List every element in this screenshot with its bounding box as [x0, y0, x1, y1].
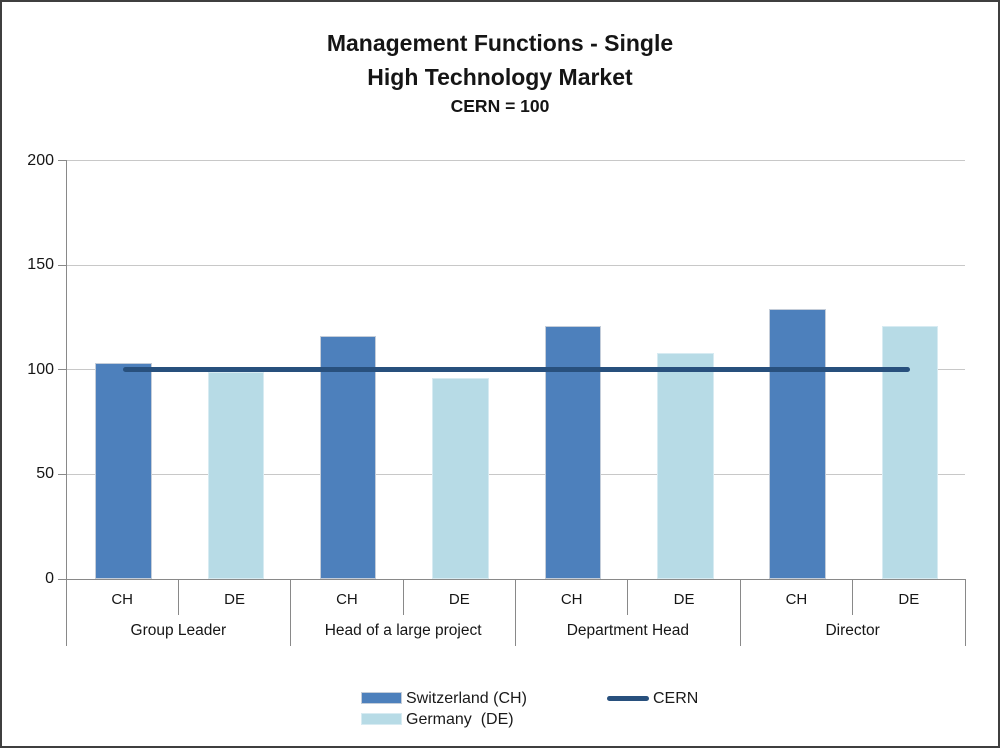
- bar-ch-3: [769, 309, 826, 579]
- x-axis-sub-label: CH: [336, 591, 358, 608]
- legend-swatch-switzerland: [361, 692, 402, 704]
- bar-de-0: [207, 371, 264, 579]
- legend-swatch-germany: [361, 713, 402, 725]
- chart-title-line1: Management Functions - Single: [326, 30, 674, 56]
- legend-swatch-cern-line: [607, 695, 649, 701]
- x-axis-sub-label: DE: [448, 591, 470, 608]
- x-axis-sub-label: CH: [560, 591, 583, 608]
- cern-reference-line: [123, 367, 910, 373]
- y-axis-tick-label: 0: [45, 570, 54, 587]
- gridline-200: [66, 160, 965, 161]
- subcategory-divider: [177, 579, 179, 615]
- chart-title-line2: High Technology Market: [367, 64, 633, 90]
- x-axis-line: [58, 578, 965, 580]
- subcategory-divider: [852, 579, 854, 615]
- x-axis-sub-label: DE: [898, 591, 920, 608]
- x-axis-sub-label: CH: [111, 591, 134, 608]
- x-axis-group-label: Head of a large project: [324, 622, 482, 639]
- bar-ch-0: [95, 363, 152, 579]
- y-axis-tick-label: 50: [36, 465, 54, 483]
- y-axis-tick-100: [58, 369, 66, 371]
- y-axis-line: [65, 160, 67, 646]
- y-axis-tick-200: [58, 160, 66, 161]
- x-axis-group-label: Department Head: [566, 622, 690, 639]
- bar-de-1: [432, 378, 489, 579]
- category-divider: [964, 579, 966, 646]
- y-axis-tick-label: 100: [27, 360, 54, 378]
- subcategory-divider: [627, 579, 629, 615]
- category-divider: [739, 579, 741, 646]
- chart-subtitle: CERN = 100: [450, 96, 550, 116]
- x-axis-group-label: Group Leader: [130, 622, 227, 639]
- bar-ch-1: [319, 336, 377, 579]
- category-divider: [290, 579, 292, 646]
- gridline-150: [66, 264, 965, 266]
- x-axis-sub-label: DE: [673, 591, 695, 608]
- subcategory-divider: [402, 579, 404, 615]
- y-axis-tick-150: [58, 264, 66, 266]
- bar-de-2: [657, 353, 714, 579]
- x-axis-group-label: Director: [825, 622, 880, 639]
- legend-label-switzerland: Switzerland (CH): [406, 690, 527, 707]
- x-axis-sub-label: CH: [785, 591, 808, 608]
- category-divider: [515, 579, 516, 646]
- chart-title-block: Management Functions - Single High Techn…: [2, 26, 998, 118]
- y-axis-tick-50: [58, 473, 66, 475]
- y-axis-tick-label: 200: [27, 151, 54, 169]
- legend-label-germany: Germany (DE): [406, 711, 514, 728]
- y-axis-tick-label: 150: [27, 256, 54, 274]
- legend-label-cern: CERN: [653, 690, 699, 707]
- x-axis-sub-label: DE: [224, 591, 245, 608]
- gridline-50: [66, 473, 965, 475]
